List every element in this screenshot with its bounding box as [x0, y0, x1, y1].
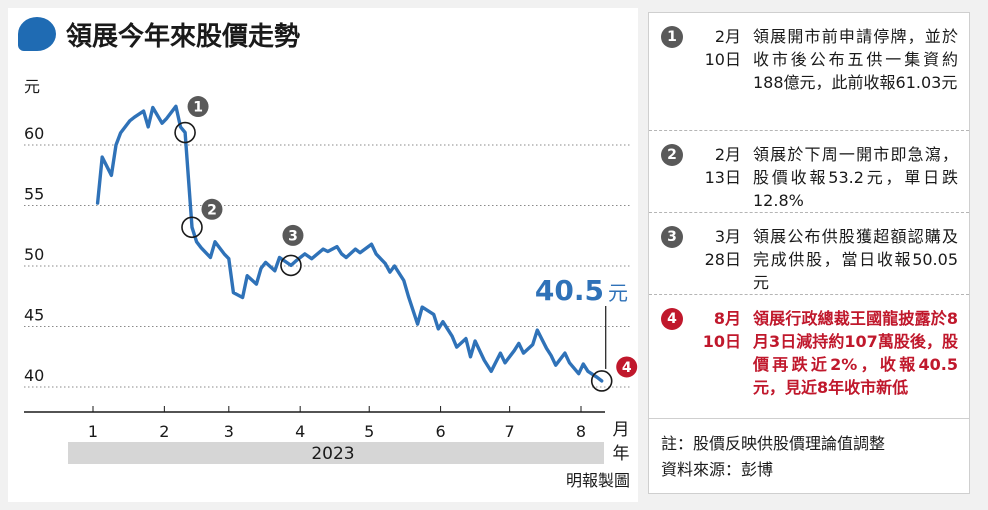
chart-title: 領展今年來股價走勢: [66, 21, 301, 52]
x-tick-label: 8: [576, 422, 586, 441]
y-tick-label: 60: [24, 124, 44, 143]
note-date: 3月 28日: [689, 225, 741, 271]
x-tick-label: 2: [159, 422, 169, 441]
last-value-unit: 元: [608, 281, 628, 305]
note-text: 領展公布供股獲超額認購及完成供股，當日收報50.05元: [753, 227, 958, 292]
price-line: [95, 104, 604, 383]
note-text: 領展於下周一開市即急瀉，股價收報53.2元，單日跌12.8%: [753, 145, 958, 210]
year-bar: [68, 442, 604, 464]
year-label: 2023: [311, 444, 354, 464]
event-circle-2: [181, 216, 203, 239]
event-badge-number-3: 3: [288, 228, 298, 244]
x-axis-label: 月: [613, 420, 630, 440]
note-text: 領展行政總裁王國龍披露於8月3日減持約107萬股後，股價再跌近2%，收報40.5…: [753, 309, 958, 397]
x-tick-label: 6: [435, 422, 445, 441]
x-tick-label: 7: [505, 422, 515, 441]
event-circle-1: [174, 121, 196, 144]
y-tick-label: 40: [24, 366, 44, 385]
y-tick-label: 50: [24, 245, 44, 264]
note-date: 8月 10日: [689, 307, 741, 353]
event-circle-3: [280, 254, 302, 277]
event-badge-4: [616, 356, 638, 378]
footnote-source: 資料來源：彭博: [661, 460, 774, 479]
event-badge-3: [282, 224, 304, 246]
note-date: 2月 10日: [689, 25, 741, 71]
x-tick-label: 4: [295, 422, 305, 441]
x-tick-label: 5: [364, 422, 374, 441]
chart-credit: 明報製圖: [566, 471, 630, 490]
event-badge-1: [187, 96, 209, 118]
chart-panel: [8, 8, 638, 502]
event-circle-4: [590, 370, 613, 392]
event-badge-number-4: 4: [622, 360, 632, 376]
note-badge: 3: [661, 226, 683, 248]
note-row-3: 3 3月 28日 領展公布供股獲超額認購及完成供股，當日收報50.05元: [649, 213, 969, 295]
note-date-month: 3月: [714, 227, 741, 246]
note-row-4: 4 8月 10日 領展行政總裁王國龍披露於8月3日減持約107萬股後，股價再跌近2%，…: [649, 295, 969, 419]
footnote: 註：股價反映供股價理論值調整 資料來源：彭博: [661, 431, 961, 483]
x-tick-label: 1: [88, 422, 98, 441]
last-value-label: 40.5: [535, 274, 604, 307]
chart-title-row: 領展今年來股價走勢: [18, 14, 300, 54]
note-date-day: 10日: [704, 50, 741, 69]
notes-panel: 1 2月 10日 領展開市前申請停牌，並於收市後公布五供一集資約188億元，此前收報6…: [648, 12, 970, 494]
note-date-month: 8月: [713, 309, 741, 328]
y-tick-label: 45: [24, 306, 44, 325]
note-badge: 4: [661, 308, 683, 330]
note-row-2: 2 2月 13日 領展於下周一開市即急瀉，股價收報53.2元，單日跌12.8%: [649, 131, 969, 213]
note-date-day: 28日: [704, 250, 741, 269]
note-date: 2月 13日: [689, 143, 741, 189]
speech-bubble-icon: [18, 17, 56, 51]
footnote-adjustment: 註：股價反映供股價理論值調整: [661, 434, 886, 453]
year-axis-label: 年: [613, 444, 630, 464]
event-badge-2: [201, 198, 223, 220]
note-date-month: 2月: [714, 27, 741, 46]
note-date-month: 2月: [714, 145, 741, 164]
x-tick-label: 3: [224, 422, 234, 441]
note-badge: 1: [661, 26, 683, 48]
note-row-1: 1 2月 10日 領展開市前申請停牌，並於收市後公布五供一集資約188億元，此前收報6…: [649, 13, 969, 131]
note-text: 領展開市前申請停牌，並於收市後公布五供一集資約188億元，此前收報61.03元: [753, 27, 958, 92]
note-date-day: 13日: [704, 168, 741, 187]
event-badge-number-1: 1: [193, 100, 203, 116]
event-badge-number-2: 2: [207, 202, 217, 218]
note-date-day: 10日: [702, 332, 741, 351]
note-badge: 2: [661, 144, 683, 166]
y-axis-label: 元: [24, 77, 40, 96]
y-tick-label: 55: [24, 185, 44, 204]
